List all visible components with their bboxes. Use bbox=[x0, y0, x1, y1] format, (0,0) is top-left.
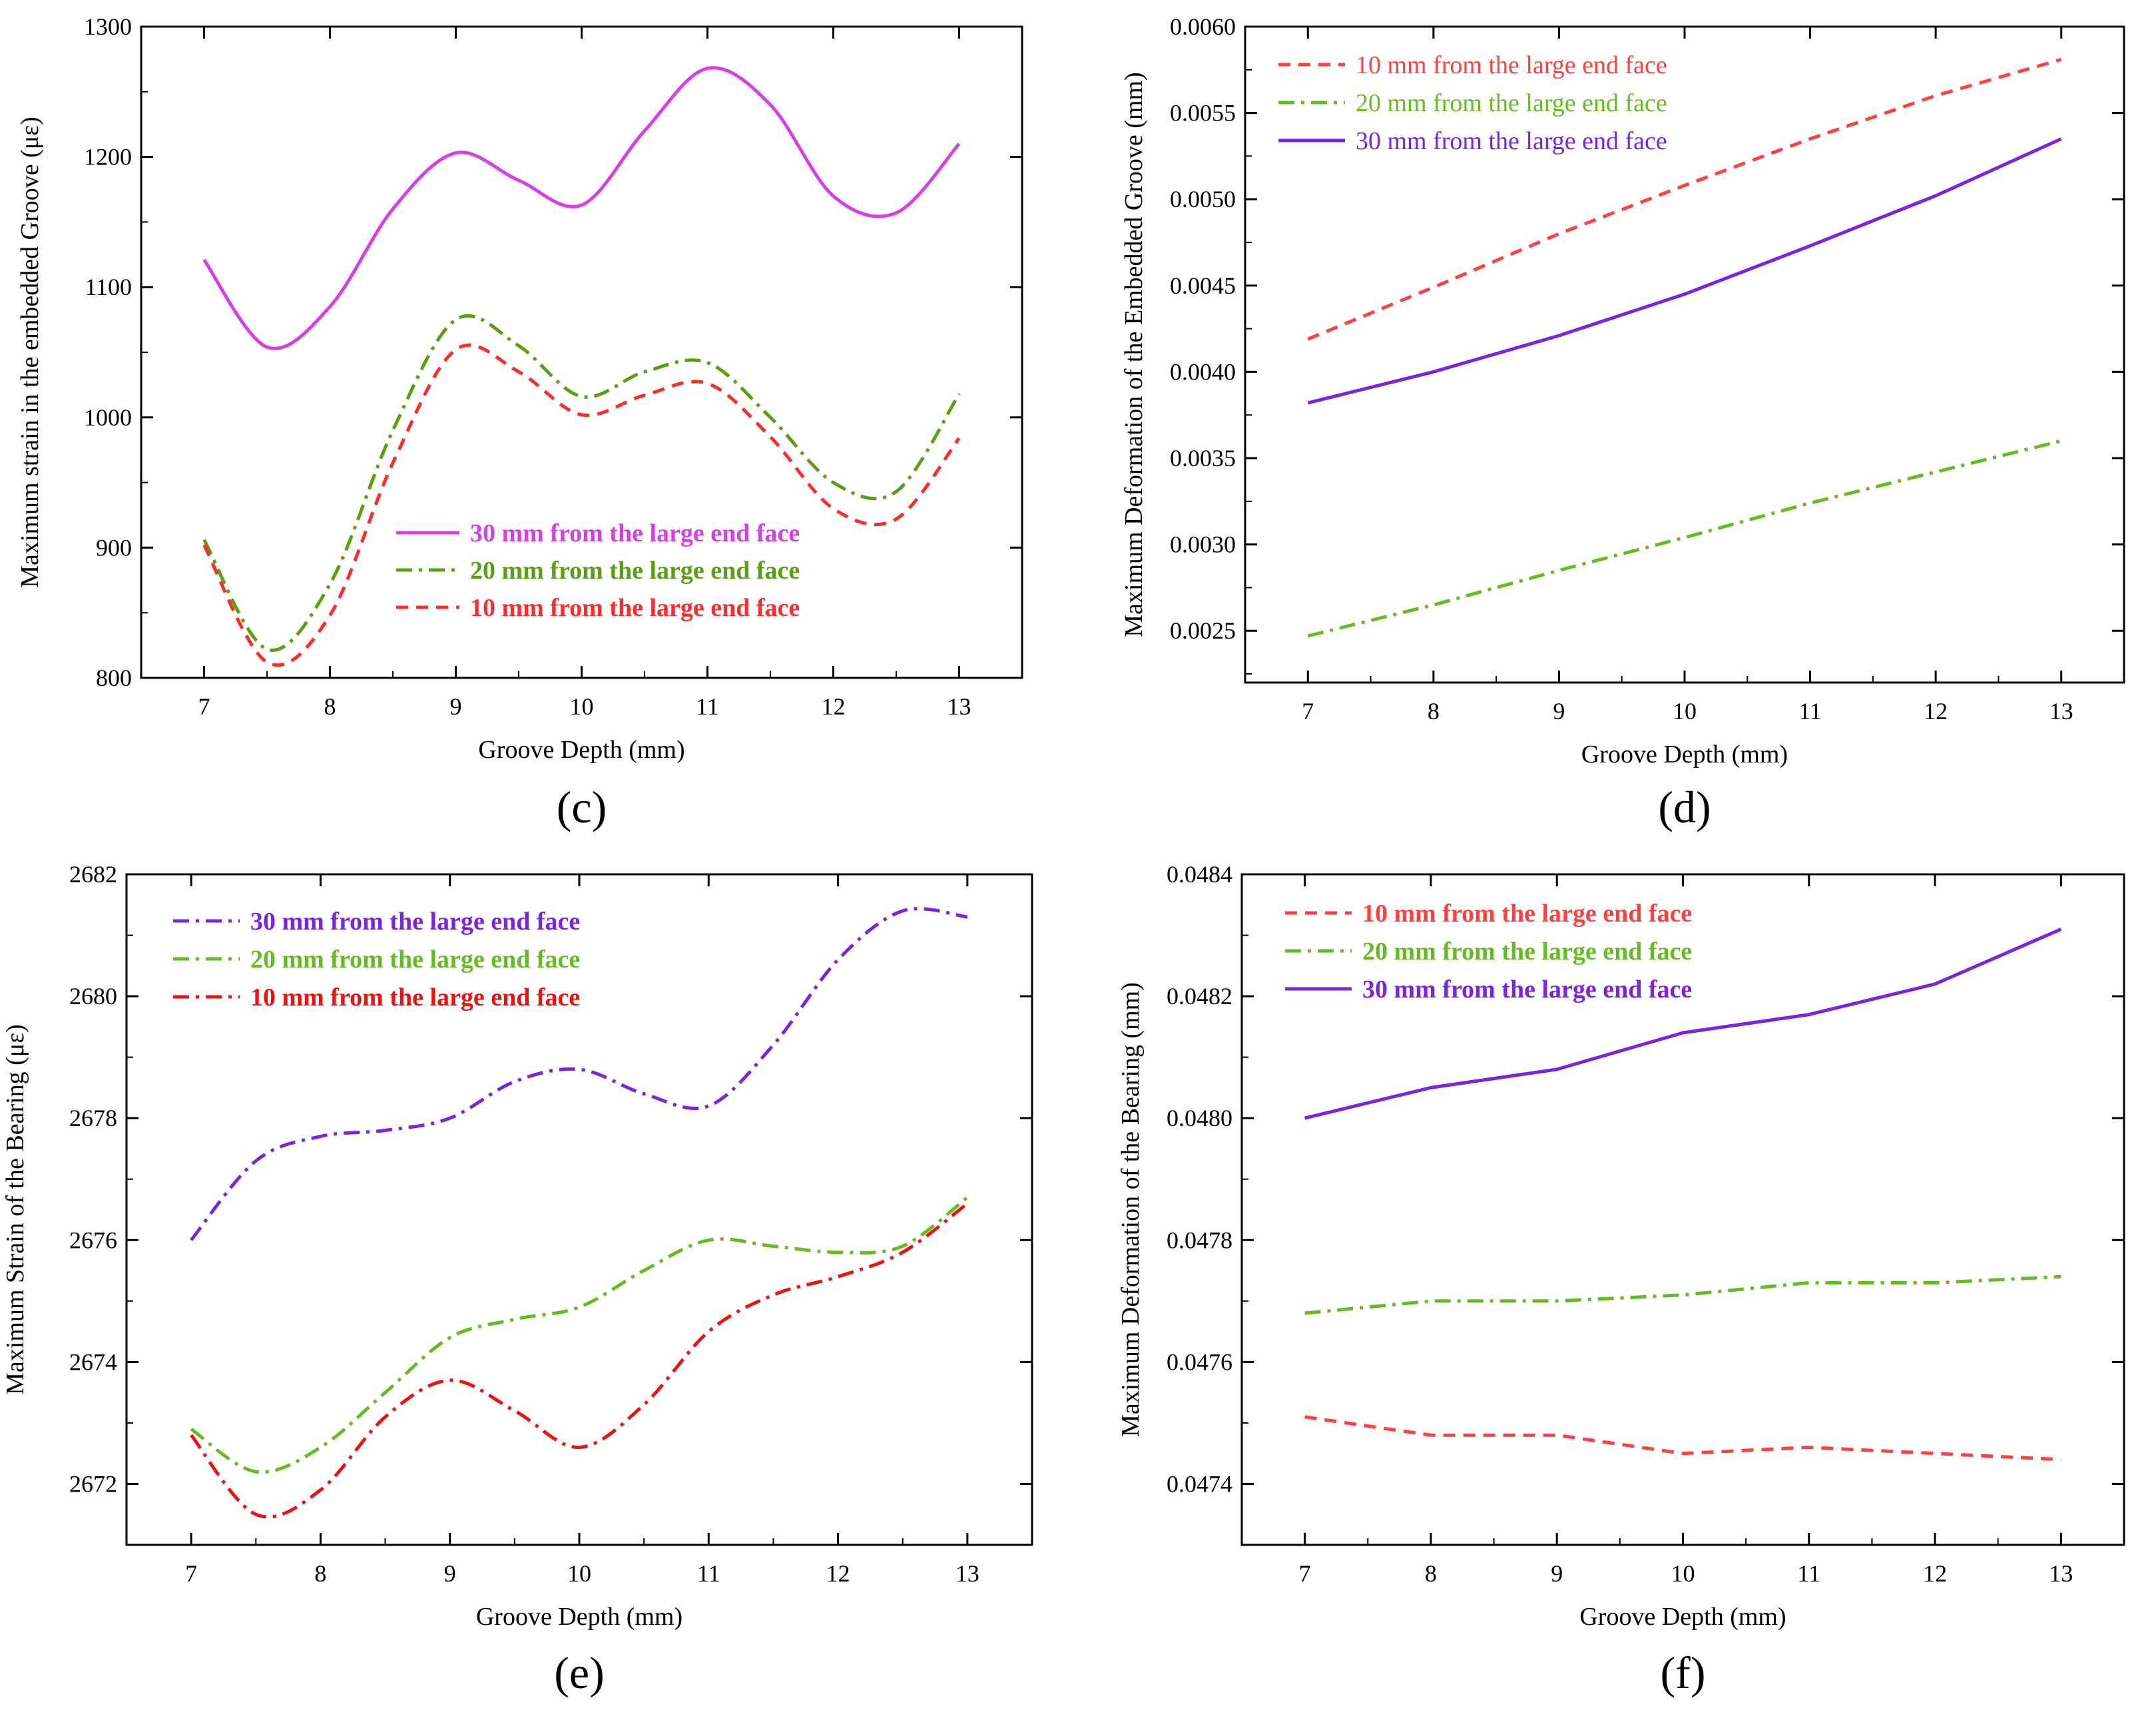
panel-label: (f) bbox=[1661, 1647, 1706, 1698]
x-tick-label: 7 bbox=[1299, 1560, 1311, 1587]
x-tick-label: 8 bbox=[314, 1560, 326, 1587]
x-tick-label: 8 bbox=[1425, 1560, 1437, 1587]
series-line-1 bbox=[1307, 57, 2062, 341]
series-line-2 bbox=[1307, 439, 2062, 638]
y-axis-label: Maximum Strain of the Bearing (με) bbox=[1, 1024, 29, 1395]
x-tick-label: 11 bbox=[696, 693, 719, 720]
series-line-3 bbox=[1307, 137, 2062, 405]
legend-label-1: 10 mm from the large end face bbox=[1356, 51, 1667, 79]
y-tick-label: 0.0045 bbox=[1170, 272, 1236, 299]
x-tick-label: 9 bbox=[1553, 698, 1565, 724]
legend-label-2: 20 mm from the large end face bbox=[470, 557, 800, 585]
series-line-1 bbox=[1304, 1415, 2061, 1462]
y-tick-label: 0.0480 bbox=[1167, 1105, 1232, 1131]
x-tick-label: 8 bbox=[1428, 698, 1440, 724]
panel-e: 7 8 9 10 11 12 13 2672 2674 2676 2678 2680 2682 Groov… bbox=[1, 861, 1033, 1698]
y-tick-label: 0.0035 bbox=[1170, 445, 1236, 471]
x-tick-label: 10 bbox=[570, 693, 594, 720]
legend-label-1: 30 mm from the large end face bbox=[250, 908, 580, 936]
y-tick-label: 0.0050 bbox=[1170, 186, 1236, 212]
x-tick-label: 7 bbox=[185, 1560, 197, 1587]
series-line-3 bbox=[202, 343, 961, 667]
panel-label: (c) bbox=[557, 782, 607, 832]
plot-frame bbox=[1244, 25, 2125, 684]
series-line-1 bbox=[190, 907, 968, 1241]
y-tick-label: 900 bbox=[96, 534, 132, 561]
panel-label: (d) bbox=[1658, 782, 1711, 832]
panel-d: 7 8 9 10 11 12 13 0.0025 0.0030 0.0035 0.0040 0.004… bbox=[1120, 13, 2125, 832]
x-tick-label: 13 bbox=[955, 1560, 979, 1587]
x-tick-label: 11 bbox=[1797, 1560, 1820, 1587]
x-tick-label: 7 bbox=[1302, 698, 1314, 724]
y-tick-label: 0.0055 bbox=[1170, 100, 1236, 127]
x-tick-label: 9 bbox=[1551, 1560, 1563, 1587]
y-tick-label: 0.0030 bbox=[1170, 531, 1236, 558]
x-tick-label: 12 bbox=[1924, 698, 1948, 724]
legend-label-3: 30 mm from the large end face bbox=[1362, 976, 1692, 1003]
x-tick-label: 12 bbox=[822, 693, 846, 720]
x-axis-label: Groove Depth (mm) bbox=[476, 1603, 682, 1631]
legend-label-2: 20 mm from the large end face bbox=[250, 946, 580, 974]
series-line-2 bbox=[202, 314, 961, 652]
x-tick-label: 12 bbox=[1923, 1560, 1947, 1587]
y-tick-label: 1000 bbox=[84, 404, 132, 431]
panel-label: (e) bbox=[554, 1647, 604, 1698]
x-axis-label: Groove Depth (mm) bbox=[478, 736, 684, 764]
y-tick-label: 800 bbox=[96, 665, 132, 691]
y-tick-label: 0.0484 bbox=[1167, 861, 1232, 888]
x-tick-label: 10 bbox=[567, 1560, 591, 1587]
series-line-1 bbox=[202, 66, 961, 350]
y-axis-label: Maximum strain in the embedded Groove (μ… bbox=[16, 117, 44, 588]
panel-c: 7 8 9 10 11 12 13 800 900 1000 1100 1200 1300 Groove … bbox=[16, 13, 1023, 832]
x-tick-label: 11 bbox=[1798, 698, 1822, 724]
series-line-2 bbox=[190, 1196, 969, 1474]
x-tick-label: 8 bbox=[324, 693, 336, 720]
series-line-3 bbox=[190, 1202, 969, 1519]
y-tick-label: 2674 bbox=[69, 1348, 117, 1375]
y-tick-label: 0.0482 bbox=[1167, 983, 1232, 1009]
y-tick-label: 0.0040 bbox=[1170, 358, 1236, 385]
y-tick-label: 2678 bbox=[69, 1105, 117, 1131]
y-tick-label: 1200 bbox=[84, 144, 132, 170]
y-tick-label: 2682 bbox=[69, 861, 117, 888]
y-tick-label: 0.0476 bbox=[1167, 1348, 1232, 1375]
legend-label-2: 20 mm from the large end face bbox=[1356, 89, 1667, 117]
legend-label-1: 30 mm from the large end face bbox=[470, 519, 800, 547]
y-tick-label: 0.0478 bbox=[1167, 1227, 1232, 1253]
x-axis-label: Groove Depth (mm) bbox=[1579, 1603, 1786, 1631]
y-tick-label: 0.0025 bbox=[1170, 617, 1236, 644]
x-tick-label: 11 bbox=[697, 1560, 720, 1587]
legend-label-2: 20 mm from the large end face bbox=[1362, 938, 1692, 966]
x-tick-label: 13 bbox=[2049, 1560, 2073, 1587]
y-tick-label: 1300 bbox=[84, 13, 132, 40]
y-axis-label: Maximum Deformation of the Bearing (mm) bbox=[1117, 982, 1145, 1437]
y-tick-label: 0.0474 bbox=[1167, 1470, 1232, 1497]
y-tick-label: 2672 bbox=[69, 1470, 117, 1497]
y-tick-label: 1100 bbox=[85, 274, 132, 300]
legend-label-1: 10 mm from the large end face bbox=[1362, 900, 1692, 928]
x-tick-label: 13 bbox=[2049, 698, 2073, 724]
series-line-3 bbox=[1304, 928, 2062, 1120]
plot-frame bbox=[125, 873, 1033, 1546]
y-tick-label: 0.0060 bbox=[1170, 13, 1236, 40]
y-tick-label: 2676 bbox=[69, 1227, 117, 1253]
x-tick-label: 13 bbox=[947, 693, 971, 720]
x-tick-label: 7 bbox=[198, 693, 210, 720]
legend-label-3: 10 mm from the large end face bbox=[250, 984, 580, 1011]
x-axis-label: Groove Depth (mm) bbox=[1581, 740, 1788, 768]
x-tick-label: 9 bbox=[444, 1560, 456, 1587]
x-tick-label: 9 bbox=[450, 693, 462, 720]
x-tick-label: 10 bbox=[1673, 698, 1697, 724]
panel-f: 7 8 9 10 11 12 13 0.0474 0.0476 0.0478 0.0480 0.048… bbox=[1117, 861, 2125, 1698]
x-tick-label: 12 bbox=[826, 1560, 850, 1587]
legend-label-3: 10 mm from the large end face bbox=[470, 594, 800, 622]
y-tick-label: 2680 bbox=[69, 983, 117, 1009]
legend-label-3: 30 mm from the large end face bbox=[1356, 127, 1667, 155]
x-tick-label: 10 bbox=[1671, 1560, 1695, 1587]
y-axis-label: Maximum Deformation of the Embedded Groo… bbox=[1120, 72, 1148, 637]
series-line-2 bbox=[1304, 1275, 2061, 1315]
